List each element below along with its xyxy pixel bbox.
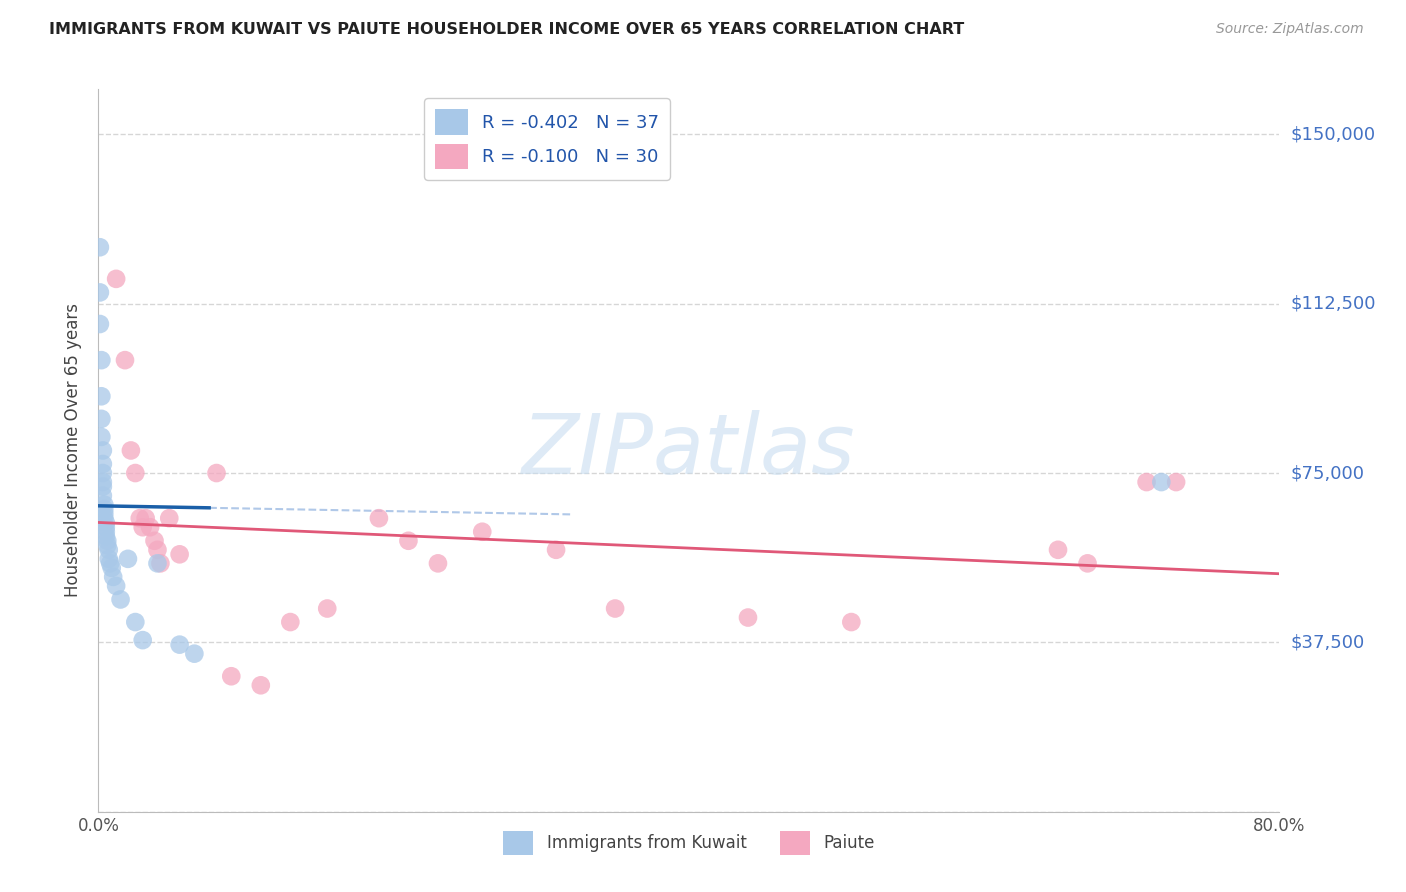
Point xyxy=(124,615,146,629)
Point xyxy=(143,533,166,548)
Point xyxy=(100,561,122,575)
Point xyxy=(146,557,169,571)
Point xyxy=(250,678,273,692)
Point xyxy=(1150,475,1173,489)
Point xyxy=(169,638,191,652)
Point xyxy=(546,542,568,557)
Point xyxy=(205,466,228,480)
Point xyxy=(427,557,450,571)
Point xyxy=(128,511,150,525)
Point xyxy=(183,647,205,661)
Point xyxy=(1077,557,1099,571)
Point xyxy=(97,551,120,566)
Legend: Immigrants from Kuwait, Paiute: Immigrants from Kuwait, Paiute xyxy=(496,824,882,861)
Point xyxy=(91,480,114,494)
Point xyxy=(91,475,114,489)
Point xyxy=(98,557,121,571)
Point xyxy=(471,524,494,539)
Point xyxy=(221,669,243,683)
Point xyxy=(93,507,115,521)
Point xyxy=(841,615,863,629)
Text: $112,500: $112,500 xyxy=(1291,294,1376,313)
Point xyxy=(169,547,191,561)
Point xyxy=(90,353,112,368)
Point xyxy=(91,457,114,471)
Text: Source: ZipAtlas.com: Source: ZipAtlas.com xyxy=(1216,22,1364,37)
Point xyxy=(110,592,132,607)
Point xyxy=(605,601,627,615)
Point xyxy=(90,430,112,444)
Point xyxy=(94,516,117,530)
Point xyxy=(132,520,155,534)
Point xyxy=(94,529,117,543)
Point xyxy=(90,389,112,403)
Point xyxy=(89,240,111,254)
Point xyxy=(96,538,118,552)
Point xyxy=(139,520,162,534)
Y-axis label: Householder Income Over 65 years: Householder Income Over 65 years xyxy=(65,303,83,598)
Point xyxy=(91,443,114,458)
Point xyxy=(135,511,157,525)
Point xyxy=(91,489,114,503)
Text: $150,000: $150,000 xyxy=(1291,126,1375,144)
Point xyxy=(1046,542,1070,557)
Point xyxy=(103,570,125,584)
Point xyxy=(93,498,115,512)
Point xyxy=(93,511,115,525)
Point xyxy=(146,542,169,557)
Point xyxy=(737,610,759,624)
Point xyxy=(132,633,155,648)
Point xyxy=(93,502,115,516)
Point xyxy=(124,466,146,480)
Point xyxy=(114,353,136,368)
Point xyxy=(1136,475,1159,489)
Point xyxy=(105,579,128,593)
Point xyxy=(96,533,118,548)
Point xyxy=(94,524,117,539)
Point xyxy=(89,317,111,331)
Point xyxy=(368,511,391,525)
Text: IMMIGRANTS FROM KUWAIT VS PAIUTE HOUSEHOLDER INCOME OVER 65 YEARS CORRELATION CH: IMMIGRANTS FROM KUWAIT VS PAIUTE HOUSEHO… xyxy=(49,22,965,37)
Point xyxy=(105,272,128,286)
Point xyxy=(90,412,112,426)
Point xyxy=(316,601,339,615)
Text: ZIPatlas: ZIPatlas xyxy=(522,410,856,491)
Point xyxy=(120,443,142,458)
Point xyxy=(117,551,139,566)
Text: $37,500: $37,500 xyxy=(1291,633,1365,651)
Point xyxy=(280,615,302,629)
Text: $75,000: $75,000 xyxy=(1291,464,1365,482)
Point xyxy=(94,520,117,534)
Point xyxy=(149,557,172,571)
Point xyxy=(89,285,111,300)
Point xyxy=(157,511,180,525)
Point xyxy=(91,466,114,480)
Point xyxy=(97,542,120,557)
Point xyxy=(1166,475,1188,489)
Point xyxy=(398,533,420,548)
